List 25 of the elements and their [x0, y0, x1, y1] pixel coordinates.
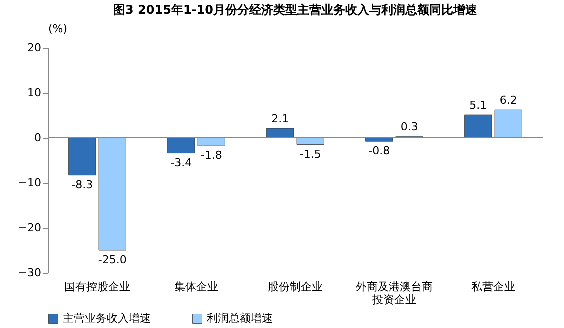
y-tick-label: −10: [18, 176, 42, 190]
y-tick-label: 10: [28, 86, 42, 100]
y-tick-label: 0: [34, 132, 42, 144]
y-axis-title: (%): [48, 22, 68, 36]
x-tick-label: 股份制企业: [268, 280, 323, 294]
chart-title: 图3 2015年1-10月份分经济类型主营业务收入与利润总额同比增速: [114, 3, 478, 17]
data-label: -0.8: [368, 144, 390, 158]
x-tick-label: 私营企业: [472, 280, 516, 294]
y-tick-label: 20: [28, 42, 42, 54]
data-label: 5.1: [470, 99, 488, 112]
data-label: -25.0: [98, 254, 127, 266]
x-tick-label: 外商及港澳台商投资企业: [356, 280, 433, 306]
x-tick-label: 集体企业: [174, 280, 218, 294]
y-tick-label: −30: [18, 266, 42, 280]
legend-label: 主营业务收入增速: [63, 312, 151, 325]
data-label: 0.3: [400, 120, 418, 134]
data-label: -3.4: [170, 156, 192, 170]
data-label: -1.8: [200, 149, 222, 162]
data-label: 6.2: [500, 94, 518, 108]
data-label: -8.3: [72, 178, 94, 192]
x-tick-label: 国有控股企业: [64, 280, 130, 294]
y-tick-label: −20: [18, 222, 42, 234]
data-label: -1.5: [300, 148, 322, 161]
data-label: 2.1: [272, 112, 290, 126]
legend-label: 利润总额增速: [207, 312, 273, 325]
